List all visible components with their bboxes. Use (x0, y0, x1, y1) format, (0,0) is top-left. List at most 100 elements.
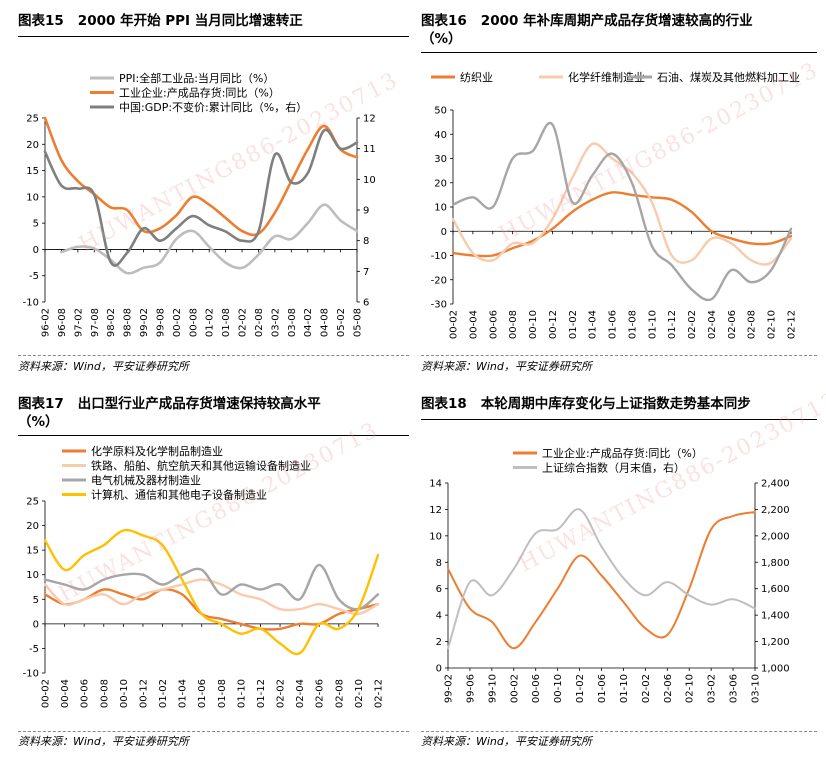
y2-tick-label: 1,400 (761, 611, 790, 622)
x-tick-label: 00-06 (80, 679, 91, 708)
figure-title: 图表17 出口型行业产成品存货增速保持较高水平 （%） (18, 395, 408, 431)
y-tick-label: -20 (431, 275, 447, 286)
x-tick-label: 97-08 (90, 308, 101, 337)
legend-label: 上证综合指数（月末值，右） (542, 461, 685, 475)
y-tick-label: 25 (26, 114, 39, 125)
y-tick-label: 0 (33, 245, 39, 256)
x-tick-label: 99-10 (487, 674, 498, 703)
x-tick-label: 96-08 (57, 308, 68, 337)
x-tick-label: 03-02 (270, 308, 281, 337)
x-tick-label: 01-10 (236, 679, 247, 708)
x-tick-label: 01-02 (575, 674, 586, 703)
x-tick-label: 05-08 (353, 308, 364, 337)
x-tick-label: 99-02 (139, 308, 150, 337)
title-rule (18, 36, 409, 37)
y2-tick-label: 1,200 (761, 637, 790, 648)
x-tick-label: 02-10 (685, 674, 696, 703)
y-tick-label: 12 (429, 505, 442, 516)
source-rule (18, 731, 409, 732)
series-line-0 (447, 511, 756, 650)
x-tick-label: 01-08 (217, 679, 228, 708)
x-tick-label: 01-06 (197, 679, 208, 708)
y-tick-label: 50 (434, 106, 447, 117)
x-tick-label: 98-08 (123, 308, 134, 337)
x-tick-label: 01-06 (597, 674, 608, 703)
x-tick-label: 01-08 (221, 308, 232, 337)
panel-figure-15: 图表15 2000 年开始 PPI 当月同比增速转正 -10 -5 0 5 10 15 20 2… (0, 0, 413, 379)
figure-number: 图表15 (18, 13, 64, 29)
x-tick-label: 03-06 (729, 674, 740, 703)
source-note: 资料来源：Wind，平安证券研究所 (421, 735, 592, 748)
y-tick-label: 10 (434, 203, 447, 214)
x-tick-label: 01-10 (619, 674, 630, 703)
x-tick-label: 02-10 (767, 310, 778, 339)
y-tick-label: 15 (26, 166, 39, 177)
series-line-0 (451, 191, 793, 258)
series-line-1 (43, 116, 359, 237)
y2-tick-label: 1,000 (761, 664, 790, 675)
x-tick-label: 00-08 (508, 310, 519, 339)
x-tick-label: 02-06 (727, 310, 738, 339)
figure-title-unit: （%） (421, 31, 462, 47)
figure-title-text: 2000 年补库周期产成品存货增速较高的行业 (480, 13, 753, 29)
legend-label: 工业企业:产成品存货:同比（%） (542, 446, 703, 460)
title-rule (421, 419, 817, 420)
panel-figure-16: 图表16 2000 年补库周期产成品存货增速较高的行业 （%） -30 -20 -10… (413, 0, 826, 379)
x-tick-label: 01-02 (205, 308, 216, 337)
figure-number: 图表17 (18, 396, 64, 412)
legend-label: 化学纤维制造业 (568, 70, 645, 84)
y-tick-label: 14 (429, 479, 442, 490)
y-tick-label: 20 (434, 178, 447, 189)
x-tick-label: 01-08 (627, 310, 638, 339)
y2-tick-label: 2,400 (761, 479, 790, 490)
x-tick-label: 96-02 (41, 308, 52, 337)
y-tick-label: 10 (429, 531, 442, 542)
y-tick-label: -5 (29, 271, 39, 282)
series-line-1 (447, 508, 756, 650)
x-tick-label: 01-10 (647, 310, 658, 339)
x-tick-label: 00-08 (99, 679, 110, 708)
y-tick-label: -10 (23, 669, 39, 680)
series-line-2 (451, 121, 793, 302)
figure-title-text: 2000 年开始 PPI 当月同比增速转正 (77, 13, 303, 29)
chart-18: 0 2 4 6 8 10 12 14 1,000 1,200 1,400 1,600 1,800 2,00… (429, 446, 790, 703)
source-rule (421, 731, 817, 732)
x-tick-label: 00-10 (119, 679, 130, 708)
legend-label: 电气机械及器材制造业 (91, 473, 201, 487)
y-tick-label: 6 (436, 584, 442, 595)
series-line-3 (43, 528, 380, 656)
y-tick-label: -30 (431, 300, 447, 311)
title-rule (18, 435, 409, 436)
x-tick-label: 03-02 (707, 674, 718, 703)
x-tick-label: 02-02 (687, 310, 698, 339)
x-tick-label: 00-04 (468, 310, 479, 339)
x-tick-label: 01-02 (158, 679, 169, 708)
x-tick-label: 99-02 (444, 674, 455, 703)
x-tick-label: 00-10 (553, 674, 564, 703)
source-rule (18, 355, 409, 356)
series-line-2 (43, 128, 359, 267)
x-tick-label: 04-02 (303, 308, 314, 337)
y2-tick-label: 11 (363, 144, 376, 155)
y-tick-label: 5 (33, 595, 39, 606)
y2-tick-label: 2,000 (761, 531, 790, 542)
x-tick-label: 02-08 (254, 308, 265, 337)
x-tick-label: 01-12 (667, 310, 678, 339)
x-tick-label: 05-02 (336, 308, 347, 337)
legend-label: 纺织业 (460, 70, 493, 84)
source-note: 资料来源：Wind，平安证券研究所 (421, 360, 592, 373)
y-tick-label: -10 (431, 251, 447, 262)
x-tick-label: 03-10 (751, 674, 762, 703)
x-tick-label: 01-12 (256, 679, 267, 708)
x-tick-label: 98-02 (106, 308, 117, 337)
y-tick-label: 10 (26, 192, 39, 203)
source-rule (421, 355, 817, 356)
chart-15: -10 -5 0 5 10 15 20 25 6 7 8 9 10 11 12 96-02 96-08 97-02… (23, 71, 376, 337)
y2-tick-label: 7 (363, 267, 369, 278)
y2-tick-label: 2,200 (761, 505, 790, 516)
y-tick-label: 25 (26, 497, 39, 508)
y-tick-label: 5 (33, 219, 39, 230)
y-tick-label: 15 (26, 546, 39, 557)
legend-label: 中国:GDP:不变价:累计同比（%，右） (119, 100, 307, 114)
legend-label: 石油、煤炭及其他燃料加工业 (657, 70, 800, 84)
